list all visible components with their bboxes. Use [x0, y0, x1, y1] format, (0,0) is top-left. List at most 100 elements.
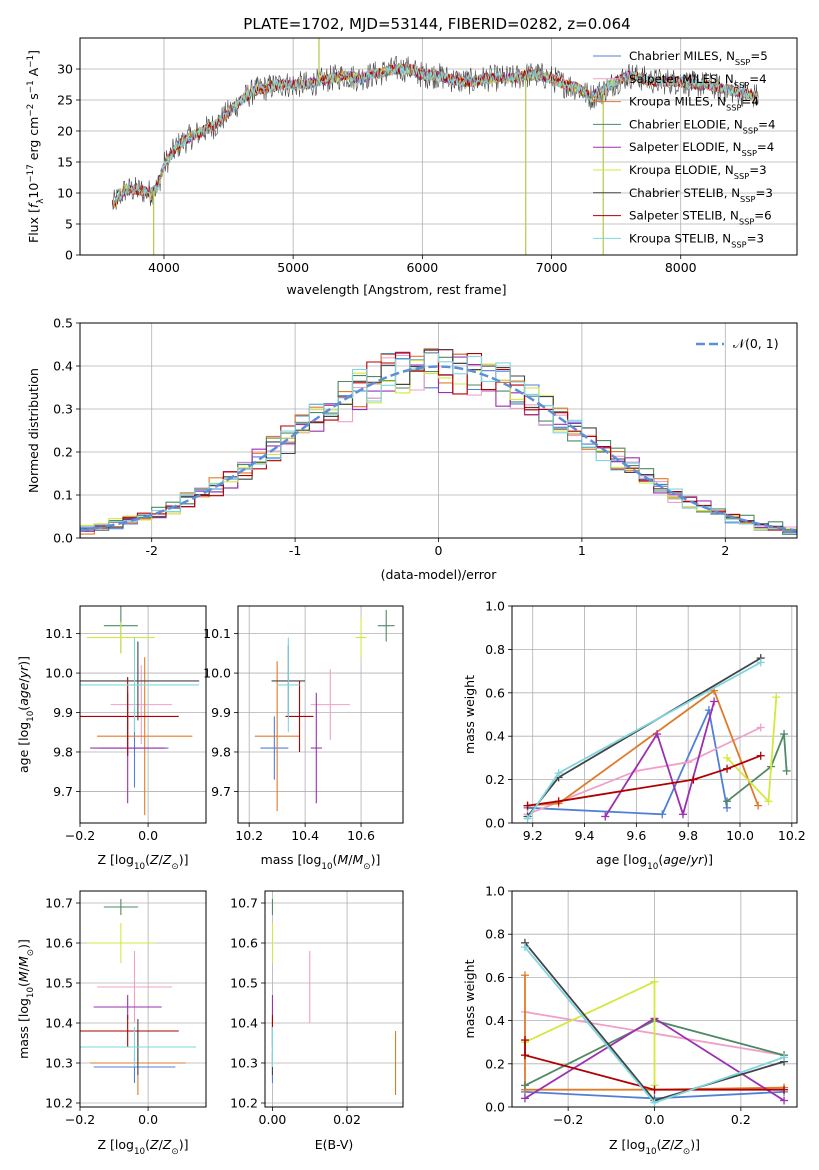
axes-age-vs-Z: −0.2 0.0 9.7 9.8 9.9 10.0 10.1 Z [log10(Z/Z⊙)] a… [16, 605, 207, 872]
y-tick-label: 10.2 [230, 1096, 258, 1111]
plot-area [80, 899, 196, 1095]
x-tick-label: 10.2 [235, 828, 263, 843]
weight-marker [520, 1051, 529, 1060]
legend-label: Chabrier ELODIE, NSSP=4 [629, 117, 776, 135]
errorbar-point [110, 665, 172, 745]
y-tick-label: 10.1 [45, 626, 73, 641]
x-tick-label: 6000 [406, 260, 438, 275]
weight-marker [780, 1096, 789, 1105]
weight-line-kroupa-miles [524, 975, 785, 1091]
y-tick-label: 10.7 [230, 896, 258, 911]
weight-marker [520, 971, 529, 980]
gridlines [238, 606, 403, 823]
weight-marker [520, 1094, 529, 1103]
y-tick-label: 10.4 [45, 1016, 73, 1031]
y-tick-label: 25 [57, 93, 73, 108]
x-axis-label: wavelength [Angstrom, rest frame] [286, 282, 506, 297]
errorbar-point [377, 609, 395, 642]
weight-marker [658, 810, 667, 819]
x-tick-label: −0.2 [65, 828, 95, 843]
y-tick-label: 0.6 [485, 970, 505, 985]
weight-marker [756, 751, 765, 760]
weight-marker [754, 801, 763, 810]
weight-marker [772, 693, 781, 702]
y-tick-label: 0.1 [53, 488, 73, 503]
weight-line-salpeter-stelib [524, 1040, 784, 1091]
y-tick-label: 0.4 [485, 729, 505, 744]
errorbar-point [97, 657, 193, 816]
weight-marker [520, 1036, 529, 1045]
spectrum-line [111, 63, 759, 210]
errorbar-point [80, 637, 200, 733]
y-tick-label: 10.4 [230, 1016, 258, 1031]
weight-marker [723, 797, 732, 806]
y-tick-label: 0.5 [53, 316, 73, 331]
y-tick-label: 10.5 [230, 976, 258, 991]
weight-marker [554, 769, 563, 778]
y-tick-label: 15 [57, 155, 73, 170]
x-tick-label: 9.2 [523, 828, 543, 843]
weight-marker [780, 1085, 789, 1094]
axes-weight-vs-age: 9.2 9.4 9.6 9.8 10.0 10.2 0.0 0.2 0.4 0.6 0.8 1.0 ma… [462, 599, 806, 873]
y-axis-label: mass weight [462, 675, 477, 754]
y-tick-label: 10.3 [45, 1056, 73, 1071]
weight-line-salpeter-elodie [604, 701, 715, 818]
weight-marker [689, 775, 698, 784]
y-tick-label: 1.0 [485, 599, 505, 614]
y-tick-label: 0.6 [485, 685, 505, 700]
y-tick-label: 30 [57, 62, 73, 77]
y-axis-label: mass weight [462, 959, 477, 1038]
y-tick-label: 9.9 [53, 705, 73, 720]
plot-area [523, 654, 791, 823]
weight-line-kroupa-elodie [524, 980, 656, 1086]
axes-age-vs-mass: 10.2 10.4 10.6 9.7 9.8 9.9 10.0 10.1 mass [log10… [203, 605, 404, 872]
errorbar-point [80, 1015, 179, 1047]
x-tick-label: -2 [145, 543, 157, 558]
plot-area [254, 609, 395, 812]
x-tick-label: 9.6 [626, 828, 646, 843]
x-axis-label: Z [log10(Z/Z⊙)] [98, 1137, 189, 1157]
legend: Chabrier MILES, NSSP=5 Salpeter MILES, NS… [593, 49, 776, 249]
x-tick-label: 0.00 [259, 1112, 287, 1127]
y-tick-label: 0.2 [53, 445, 73, 460]
x-tick-label: 2 [721, 543, 729, 558]
weight-marker [554, 797, 563, 806]
y-tick-label: 10 [57, 186, 73, 201]
y-tick-label: 10.3 [230, 1056, 258, 1071]
y-tick-label: 5 [65, 217, 73, 232]
x-tick-label: 7000 [536, 260, 568, 275]
errorbar-point [80, 641, 200, 721]
x-tick-label: 10.2 [778, 828, 806, 843]
x-tick-label: 0.0 [138, 828, 158, 843]
y-tick-label: 9.8 [53, 744, 73, 759]
axes-mass-vs-ebv: 0.00 0.02 10.2 10.3 10.4 10.5 10.6 10.7 E(B-V) [230, 890, 404, 1152]
weight-marker [710, 697, 719, 706]
y-tick-label: 10.6 [230, 936, 258, 951]
errorbar-point [355, 617, 367, 658]
y-tick-label: 0.3 [53, 402, 73, 417]
axes-weight-vs-Z: −0.2 0.0 0.2 0.0 0.2 0.4 0.6 0.8 1.0 mass weight Z… [462, 884, 798, 1157]
legend-label: Salpeter MILES, NSSP=4 [629, 72, 767, 90]
x-tick-label: −0.2 [553, 1112, 583, 1127]
y-axis-label: Normed distribution [26, 368, 41, 493]
errorbar-point [254, 661, 300, 812]
x-axis-label: E(B-V) [315, 1137, 354, 1152]
legend-label: Kroupa MILES, NSSP=4 [629, 95, 759, 113]
y-tick-label: 9.8 [211, 744, 231, 759]
errorbar-point [97, 951, 172, 1023]
y-axis-label: age [log10(age/yr)] [16, 656, 36, 773]
y-tick-label: 10.1 [203, 626, 231, 641]
y-tick-label: 10.0 [203, 666, 231, 681]
y-tick-label: 0.0 [485, 1100, 505, 1115]
y-tick-label: 0.8 [485, 927, 505, 942]
y-tick-label: 9.7 [211, 784, 231, 799]
errorbar-point [277, 637, 300, 733]
plot-area [520, 938, 789, 1107]
x-axis-label: Z [log10(Z/Z⊙)] [609, 1137, 700, 1157]
x-tick-label: 1 [578, 543, 586, 558]
weight-marker [679, 810, 687, 819]
y-tick-label: 9.9 [211, 705, 231, 720]
errorbar-point [103, 899, 138, 915]
errorbar-point [86, 621, 155, 654]
